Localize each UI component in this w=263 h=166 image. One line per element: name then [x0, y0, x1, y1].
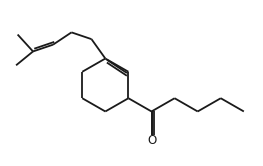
- Text: O: O: [147, 134, 156, 147]
